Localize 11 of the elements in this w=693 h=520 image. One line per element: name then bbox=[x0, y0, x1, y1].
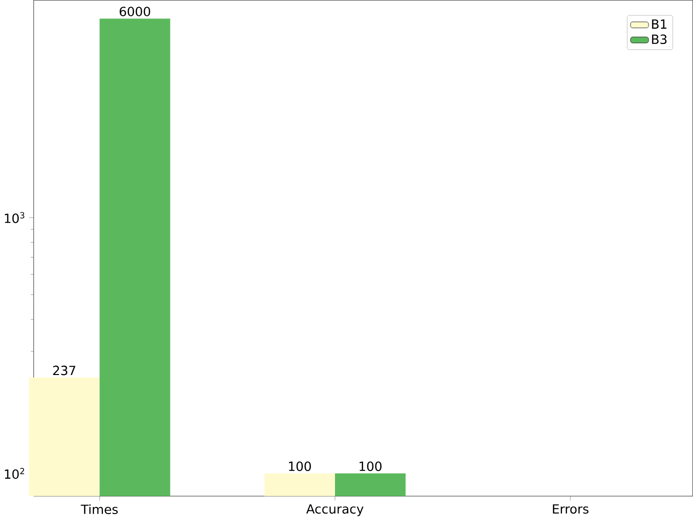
y-tick-label: 10$^{3}$ bbox=[4, 212, 24, 224]
data-label: 100 bbox=[289, 462, 311, 472]
legend-label: B1 bbox=[652, 20, 666, 29]
x-tick-label: Accuracy bbox=[306, 504, 364, 516]
legend-label: B3 bbox=[652, 34, 667, 44]
data-label: 237 bbox=[53, 366, 76, 376]
data-label: 6000 bbox=[120, 6, 150, 16]
x-tick-label: Errors bbox=[552, 504, 588, 514]
data-label: 100 bbox=[360, 462, 382, 472]
y-tick-label: 10$^{2}$ bbox=[4, 468, 24, 480]
x-tick-label: Times bbox=[80, 504, 118, 514]
